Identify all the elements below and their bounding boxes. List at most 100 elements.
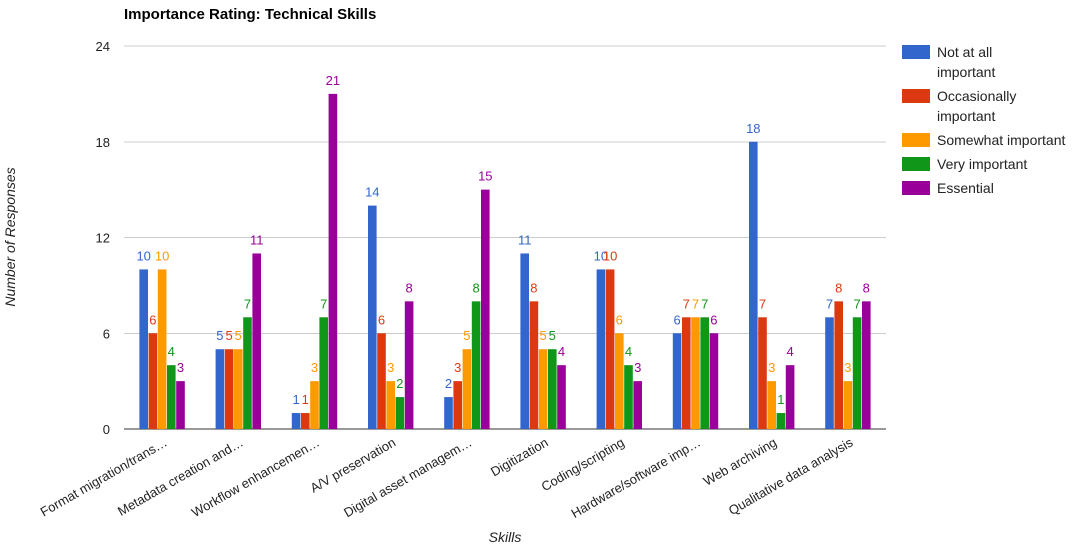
- data-label: 3: [387, 360, 394, 375]
- data-label: 7: [244, 296, 251, 311]
- bar: [291, 413, 301, 429]
- data-label: 5: [225, 328, 232, 343]
- bar: [709, 333, 719, 429]
- bar: [548, 349, 557, 429]
- data-label: 7: [826, 296, 833, 311]
- bar: [157, 269, 167, 429]
- x-tick-label: Digital asset managem…: [341, 435, 474, 521]
- data-label: 10: [603, 248, 617, 263]
- legend: Not at all important Occasionally important…: [902, 44, 1066, 196]
- data-label: 8: [405, 280, 412, 295]
- data-label: 8: [530, 280, 537, 295]
- data-label: 7: [683, 296, 690, 311]
- data-label: 6: [673, 312, 680, 327]
- legend-label: Occasionally important: [937, 88, 1016, 124]
- data-label: 4: [625, 344, 632, 359]
- data-label: 3: [177, 360, 184, 375]
- bar: [368, 205, 377, 429]
- bar: [682, 317, 691, 429]
- bars: [139, 93, 871, 429]
- bar: [633, 381, 642, 429]
- bar: [319, 317, 328, 429]
- data-label: 1: [302, 392, 309, 407]
- bar: [520, 253, 529, 429]
- data-label: 4: [786, 344, 793, 359]
- bar: [234, 349, 243, 429]
- bar: [386, 381, 395, 429]
- bar: [377, 333, 386, 429]
- data-label: 4: [168, 344, 175, 359]
- bar: [624, 365, 633, 429]
- bar: [834, 301, 843, 429]
- data-label: 15: [478, 169, 492, 184]
- bar: [148, 333, 158, 429]
- legend-label: Essential: [937, 180, 994, 196]
- bar: [843, 381, 853, 429]
- data-label: 5: [235, 328, 242, 343]
- x-tick-label: Format migration/trans…: [38, 435, 170, 520]
- legend-label: Somewhat important: [937, 132, 1066, 148]
- bar: [176, 381, 185, 429]
- data-label: 8: [863, 280, 870, 295]
- data-label: 8: [472, 280, 479, 295]
- data-label: 10: [594, 248, 608, 263]
- data-label: 3: [634, 360, 641, 375]
- bar: [404, 301, 414, 429]
- legend-swatch: [902, 89, 930, 103]
- bar: [252, 253, 261, 429]
- data-label: 5: [549, 328, 556, 343]
- data-label: 3: [454, 360, 461, 375]
- bar: [596, 269, 606, 429]
- bar: [776, 413, 786, 429]
- bar: [758, 317, 767, 429]
- data-label: 6: [149, 312, 156, 327]
- data-label: 2: [396, 376, 403, 391]
- data-label: 6: [616, 312, 623, 327]
- y-tick-label: 18: [96, 135, 110, 150]
- bar: [167, 365, 176, 429]
- bar: [767, 381, 776, 429]
- data-label: 3: [844, 360, 851, 375]
- bar: [825, 317, 834, 429]
- data-label: 1: [777, 392, 784, 407]
- data-label: 7: [759, 296, 766, 311]
- bar: [538, 349, 548, 429]
- data-label: 5: [539, 328, 546, 343]
- bar: [700, 317, 709, 429]
- bar: [557, 365, 566, 429]
- data-label: 3: [311, 360, 318, 375]
- data-label: 8: [835, 280, 842, 295]
- bar: [749, 141, 758, 429]
- data-label: 1: [292, 392, 299, 407]
- data-label: 4: [558, 344, 565, 359]
- x-tick-label: Metadata creation and…: [115, 435, 246, 519]
- x-axis-label: Skills: [489, 529, 522, 544]
- y-tick-label: 24: [96, 39, 110, 54]
- data-label: 7: [692, 296, 699, 311]
- legend-label: Not at all important: [937, 44, 995, 80]
- legend-swatch: [902, 45, 930, 59]
- data-label: 5: [463, 328, 470, 343]
- bar: [785, 365, 795, 429]
- x-tick-labels: Format migration/trans…Metadata creation…: [38, 434, 856, 521]
- bar: [862, 301, 871, 429]
- x-tick-label: Hardware/software imp…: [568, 435, 703, 521]
- y-tick-label: 6: [103, 326, 110, 341]
- data-label: 11: [518, 232, 532, 247]
- data-label: 7: [320, 296, 327, 311]
- bar: [328, 93, 338, 429]
- bar: [691, 317, 700, 429]
- y-tick-label: 12: [96, 231, 110, 246]
- bar: [453, 381, 462, 429]
- legend-swatch: [902, 133, 930, 147]
- data-label: 6: [378, 312, 385, 327]
- x-tick-label: Digitization: [488, 435, 551, 480]
- legend-swatch: [902, 181, 930, 195]
- bar: [672, 333, 682, 429]
- bar: [215, 349, 225, 429]
- x-tick-label: Qualitative data analysis: [726, 434, 856, 518]
- bar: [224, 349, 234, 429]
- y-axis-label: Number of Responses: [2, 167, 18, 306]
